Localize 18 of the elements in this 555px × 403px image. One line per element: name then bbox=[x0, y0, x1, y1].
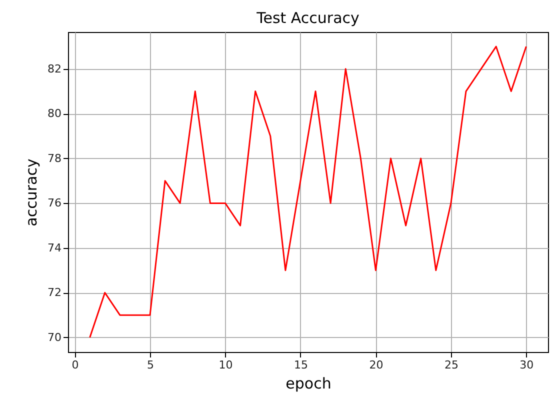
y-tick-label: 78 bbox=[48, 152, 62, 165]
x-tick-label: 10 bbox=[218, 358, 233, 372]
y-tick-label: 74 bbox=[48, 241, 62, 254]
x-tick-label: 30 bbox=[520, 358, 534, 372]
y-tick-label: 72 bbox=[48, 286, 62, 300]
x-tick-label: 0 bbox=[72, 358, 79, 372]
y-tick-label: 80 bbox=[48, 107, 62, 120]
chart-title: Test Accuracy bbox=[256, 9, 360, 27]
x-tick-label: 5 bbox=[147, 358, 154, 372]
x-axis-title: epoch bbox=[286, 374, 332, 392]
x-tick-label: 25 bbox=[444, 358, 458, 372]
line-series bbox=[89, 46, 527, 338]
y-tick-label: 82 bbox=[48, 62, 62, 76]
x-tick-label: 15 bbox=[294, 358, 308, 372]
y-axis-title: accuracy bbox=[22, 158, 41, 226]
y-tick-label: 76 bbox=[48, 196, 62, 210]
y-tick-label: 70 bbox=[48, 330, 62, 344]
x-tick-label: 20 bbox=[369, 358, 384, 372]
